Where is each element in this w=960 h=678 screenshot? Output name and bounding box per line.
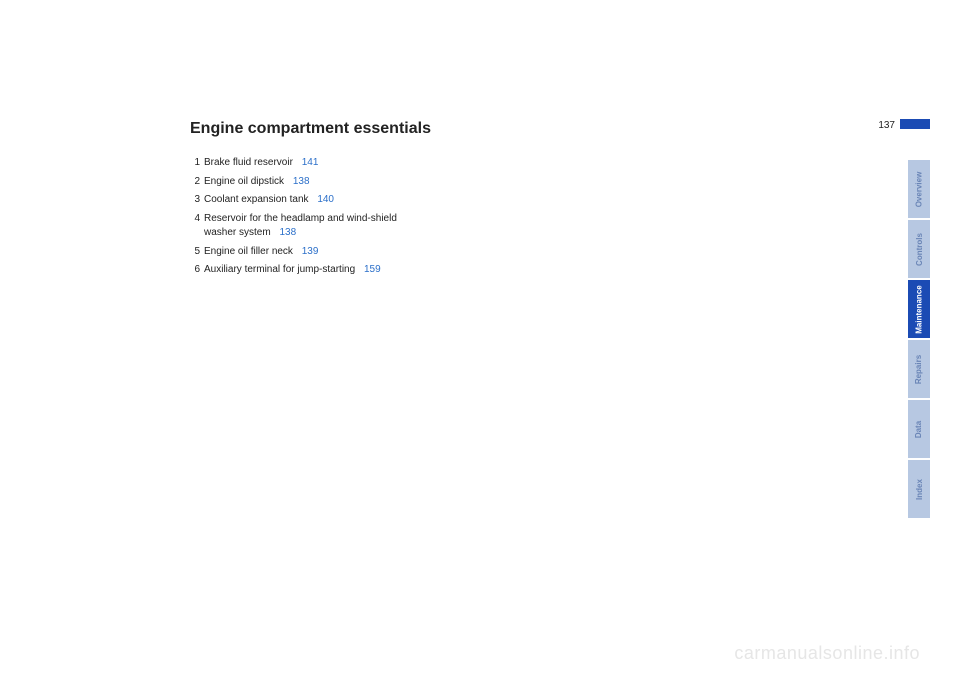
page-number-bar: [900, 119, 930, 129]
item-label: Reservoir for the headlamp and wind-shie…: [204, 213, 397, 239]
watermark-text: carmanualsonline.info: [734, 643, 920, 664]
tab-index[interactable]: Index: [908, 460, 930, 518]
item-text: Engine oil filler neck 139: [204, 245, 318, 260]
page-ref-link[interactable]: 138: [279, 227, 296, 238]
tab-maintenance[interactable]: Maintenance: [908, 280, 930, 338]
item-label: Engine oil dipstick: [204, 176, 284, 187]
list-item: 2 Engine oil dipstick 138: [190, 175, 870, 190]
page-title: Engine compartment essentials: [190, 120, 870, 138]
page-content: Engine compartment essentials 1 Brake fl…: [190, 120, 870, 282]
item-number: 1: [190, 156, 200, 171]
item-number: 5: [190, 245, 200, 260]
list-item: 6 Auxiliary terminal for jump-starting 1…: [190, 263, 870, 278]
tab-data[interactable]: Data: [908, 400, 930, 458]
tab-overview[interactable]: Overview: [908, 160, 930, 218]
item-text: Coolant expansion tank 140: [204, 193, 334, 208]
item-list: 1 Brake fluid reservoir 141 2 Engine oil…: [190, 156, 870, 278]
tab-label: Controls: [915, 233, 924, 266]
tab-label: Data: [915, 420, 924, 437]
list-item: 1 Brake fluid reservoir 141: [190, 156, 870, 171]
tab-repairs[interactable]: Repairs: [908, 340, 930, 398]
section-tabs: Overview Controls Maintenance Repairs Da…: [908, 160, 930, 520]
item-label: Engine oil filler neck: [204, 246, 293, 257]
list-item: 3 Coolant expansion tank 140: [190, 193, 870, 208]
item-number: 6: [190, 263, 200, 278]
item-number: 4: [190, 212, 200, 241]
page-ref-link[interactable]: 159: [364, 264, 381, 275]
item-label: Brake fluid reservoir: [204, 157, 293, 168]
item-label: Auxiliary terminal for jump-starting: [204, 264, 355, 275]
tab-controls[interactable]: Controls: [908, 220, 930, 278]
tab-label: Maintenance: [915, 285, 924, 333]
tab-label: Index: [915, 479, 924, 500]
page-ref-link[interactable]: 141: [302, 157, 319, 168]
list-item: 4 Reservoir for the headlamp and wind-sh…: [190, 212, 870, 241]
page-ref-link[interactable]: 139: [302, 246, 319, 257]
page-ref-link[interactable]: 140: [317, 194, 334, 205]
page-ref-link[interactable]: 138: [293, 176, 310, 187]
list-item: 5 Engine oil filler neck 139: [190, 245, 870, 260]
item-text: Engine oil dipstick 138: [204, 175, 310, 190]
item-number: 3: [190, 193, 200, 208]
page-number: 137: [878, 120, 895, 131]
item-text: Auxiliary terminal for jump-starting 159: [204, 263, 381, 278]
item-text: Brake fluid reservoir 141: [204, 156, 318, 171]
item-number: 2: [190, 175, 200, 190]
item-label: Coolant expansion tank: [204, 194, 309, 205]
tab-label: Repairs: [915, 354, 924, 383]
item-text: Reservoir for the headlamp and wind-shie…: [204, 212, 404, 241]
tab-label: Overview: [915, 171, 924, 207]
